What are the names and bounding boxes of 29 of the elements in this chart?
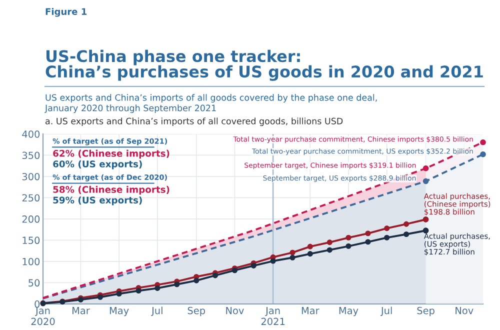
y-tick-label: 250 bbox=[22, 194, 40, 202]
y-tick-label: 100 bbox=[22, 258, 40, 266]
y-tick-label: 200 bbox=[22, 215, 40, 223]
y-tick-label: 50 bbox=[28, 279, 40, 287]
annotation: 60% (US exports) bbox=[53, 160, 142, 170]
chart-title: US-China phase one tracker: China’s purchases of US goods in 2020 and 2021 bbox=[46, 50, 483, 81]
y-tick-label: 150 bbox=[22, 236, 40, 244]
x-tick-label: Mar bbox=[72, 307, 90, 314]
y-tick-label: 0 bbox=[34, 300, 40, 308]
x-tick-label: Jul bbox=[380, 306, 392, 316]
y-tick-label: 350 bbox=[22, 152, 40, 160]
x-tick-label: Jan 2020 bbox=[31, 307, 55, 326]
x-tick-label: Jan 2021 bbox=[261, 307, 285, 326]
chart-subtitle: US exports and China’s imports of all goods covered by the phase one deal, January 2020 through September 2021 bbox=[44, 94, 377, 113]
annotation: 58% (Chinese imports) bbox=[53, 186, 170, 195]
annotation: 62% (Chinese imports) bbox=[53, 150, 170, 159]
x-tick-label: Sep bbox=[188, 306, 205, 316]
x-tick-label: Nov bbox=[226, 307, 244, 314]
x-tick-label: Sep bbox=[417, 306, 434, 316]
annotation: 59% (US exports) bbox=[53, 196, 142, 206]
y-tick-label: 400 bbox=[22, 130, 40, 138]
y-tick-label: 300 bbox=[22, 172, 40, 180]
x-tick-label: May bbox=[339, 307, 358, 316]
x-tick-label: Mar bbox=[302, 307, 320, 314]
x-tick-label: May bbox=[110, 307, 129, 316]
y-axis-title: a. US exports and China’s imports of all covered goods, billions USD bbox=[46, 118, 343, 126]
x-tick-label: Jul bbox=[151, 306, 162, 316]
caption: Figure 1 bbox=[46, 8, 87, 17]
x-tick-label: Nov bbox=[456, 307, 474, 314]
